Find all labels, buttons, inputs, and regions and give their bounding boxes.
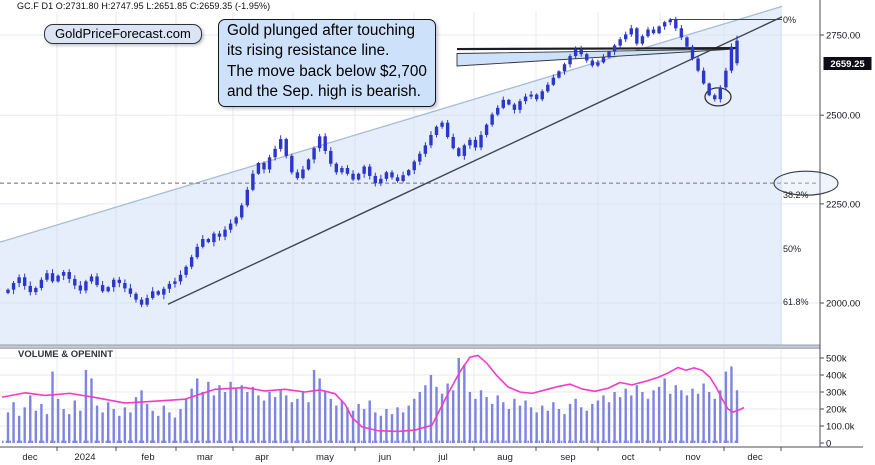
volume-tick-label: 400k — [826, 370, 847, 381]
month-label: may — [316, 452, 334, 463]
volume-tick-label: 0 — [826, 438, 831, 449]
month-label: 2024 — [74, 452, 95, 463]
month-label: apr — [255, 452, 269, 463]
volume-bars — [6, 358, 739, 443]
month-label: jun — [378, 452, 392, 463]
month-label: sep — [560, 452, 575, 463]
price-tick-label: 2500.00 — [826, 111, 860, 122]
volume-tick-label: 300k — [826, 387, 847, 398]
month-label: dec — [747, 452, 763, 463]
month-label: aug — [497, 452, 513, 463]
axis-labels: 2750.00 2500.00 2250.00 2000.00 500k 400k 300k… — [18, 15, 872, 463]
annotation-callout: Gold plunged after touching its rising r… — [218, 19, 436, 107]
volume-pane-title: VOLUME & OPENINT — [18, 349, 113, 360]
month-label: dec — [22, 452, 38, 463]
month-label: feb — [141, 452, 154, 463]
fib-label: 0% — [783, 15, 796, 25]
open-interest-line — [1, 354, 745, 433]
price-tick-label: 2250.00 — [826, 199, 860, 210]
fib-label: 38.2% — [783, 190, 809, 200]
price-tick-label: 2000.00 — [826, 298, 860, 309]
chart-annotations — [167, 16, 783, 305]
brand-badge[interactable]: GoldPriceForecast.com — [44, 24, 202, 44]
volume-tick-label: 100.0k — [826, 421, 855, 432]
fib-label: 50% — [783, 244, 801, 254]
month-label: mar — [197, 452, 213, 463]
fib-label: 61.8% — [783, 297, 809, 307]
last-price-label: 2659.25 — [830, 59, 865, 70]
volume-tick-label: 200k — [826, 404, 847, 415]
volume-tick-label: 500k — [826, 353, 847, 364]
price-tick-label: 2750.00 — [826, 30, 860, 41]
candlesticks[interactable] — [6, 16, 739, 308]
month-label: oct — [622, 452, 635, 463]
ohlc-readout: GC.F D1 O:2731.80 H:2747.95 L:2651.85 C:… — [17, 1, 271, 11]
axes — [0, 0, 863, 451]
month-label: nov — [685, 452, 701, 463]
fib-retracement — [0, 19, 819, 184]
month-label: jul — [437, 452, 448, 463]
last-price-chip — [823, 57, 872, 70]
